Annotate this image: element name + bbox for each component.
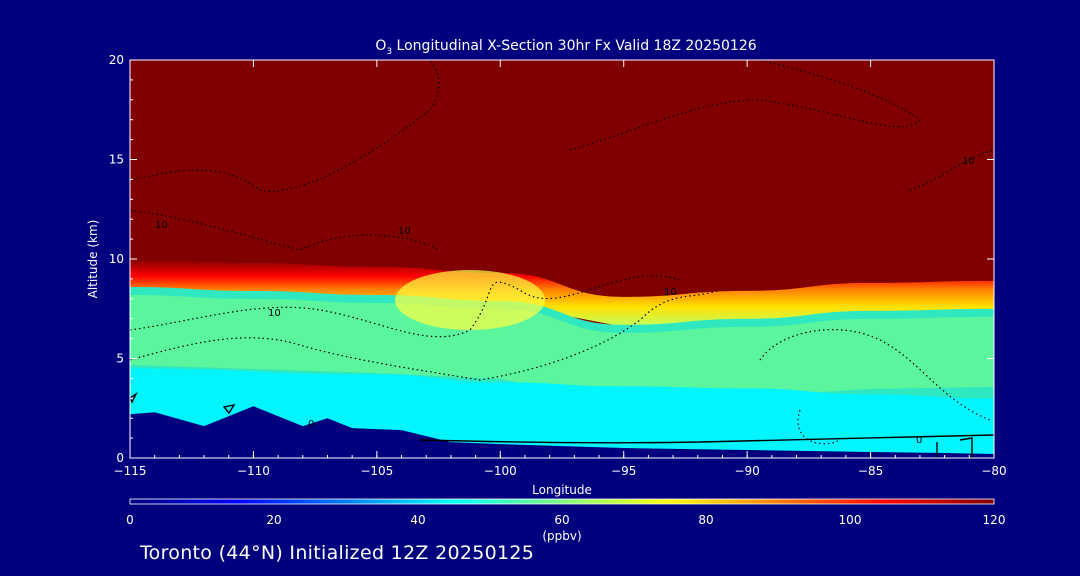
colorbar-tick-label: 100 [839, 513, 862, 527]
contour-label: 10 [664, 287, 677, 298]
zero-contour-line [130, 391, 236, 415]
contour-label: 10 [155, 220, 168, 231]
y-tick-label: 20 [109, 53, 124, 67]
colorbar-tick-label: 0 [126, 513, 134, 527]
x-axis: −115 −110 −105 −100 −95 −90 −85 −80 [114, 60, 1007, 478]
y-axis-label: Altitude (km) [86, 220, 100, 299]
contour-label: 0 [308, 419, 314, 430]
terrain-mask [130, 406, 994, 458]
contour-label: 0 [916, 435, 922, 446]
colorbar [129, 498, 995, 505]
contour-line [130, 275, 681, 338]
colorbar-tick-label: 120 [983, 513, 1006, 527]
x-tick-label: −95 [611, 464, 636, 478]
zero-contours [130, 391, 994, 458]
zero-contour-line [419, 434, 994, 444]
footer-caption: Toronto (44°N) Initialized 12Z 20250125 [140, 542, 535, 564]
y-tick-label: 0 [116, 451, 124, 465]
contour-line [909, 149, 994, 191]
contour-lines [130, 60, 994, 445]
colorbar-tick-label: 40 [410, 513, 425, 527]
y-tick-label: 5 [116, 352, 124, 366]
y-axis: 0 5 10 15 20 [109, 53, 994, 465]
contour-label: 10 [268, 308, 281, 319]
x-tick-label: −90 [734, 464, 759, 478]
zero-contour-line [936, 437, 973, 458]
x-tick-label: −105 [360, 464, 393, 478]
y-tick-label: 10 [109, 252, 124, 266]
plot-area: 10 10 10 10 10 0 0 [130, 60, 994, 458]
colorbar-tick-label: 80 [698, 513, 713, 527]
contour-label: 10 [398, 226, 411, 237]
y-tick-label: 15 [109, 153, 124, 167]
x-tick-label: −115 [114, 464, 147, 478]
colorbar-tick-label: 60 [554, 513, 569, 527]
chart-title: O3 Longitudinal X-Section 30hr Fx Valid … [375, 38, 756, 57]
colorbar-ticks: 0 20 40 60 80 100 120 [126, 513, 1005, 527]
x-tick-label: −85 [858, 464, 883, 478]
x-axis-label: Longitude [532, 483, 592, 497]
x-tick-label: −110 [237, 464, 270, 478]
tropopause-transition-band [130, 259, 994, 327]
ozone-field-mid [130, 295, 994, 403]
contour-line [759, 329, 991, 445]
colorbar-tick-label: 20 [266, 513, 281, 527]
contour-line [569, 60, 921, 151]
x-tick-label: −100 [484, 464, 517, 478]
x-tick-label: −80 [981, 464, 1006, 478]
contour-labels: 10 10 10 10 10 0 0 [155, 156, 975, 446]
colorbar-unit-label: (ppbv) [542, 529, 581, 543]
ozone-maximum-region [395, 270, 545, 330]
contour-line [130, 289, 721, 381]
contour-label: 10 [962, 156, 975, 167]
